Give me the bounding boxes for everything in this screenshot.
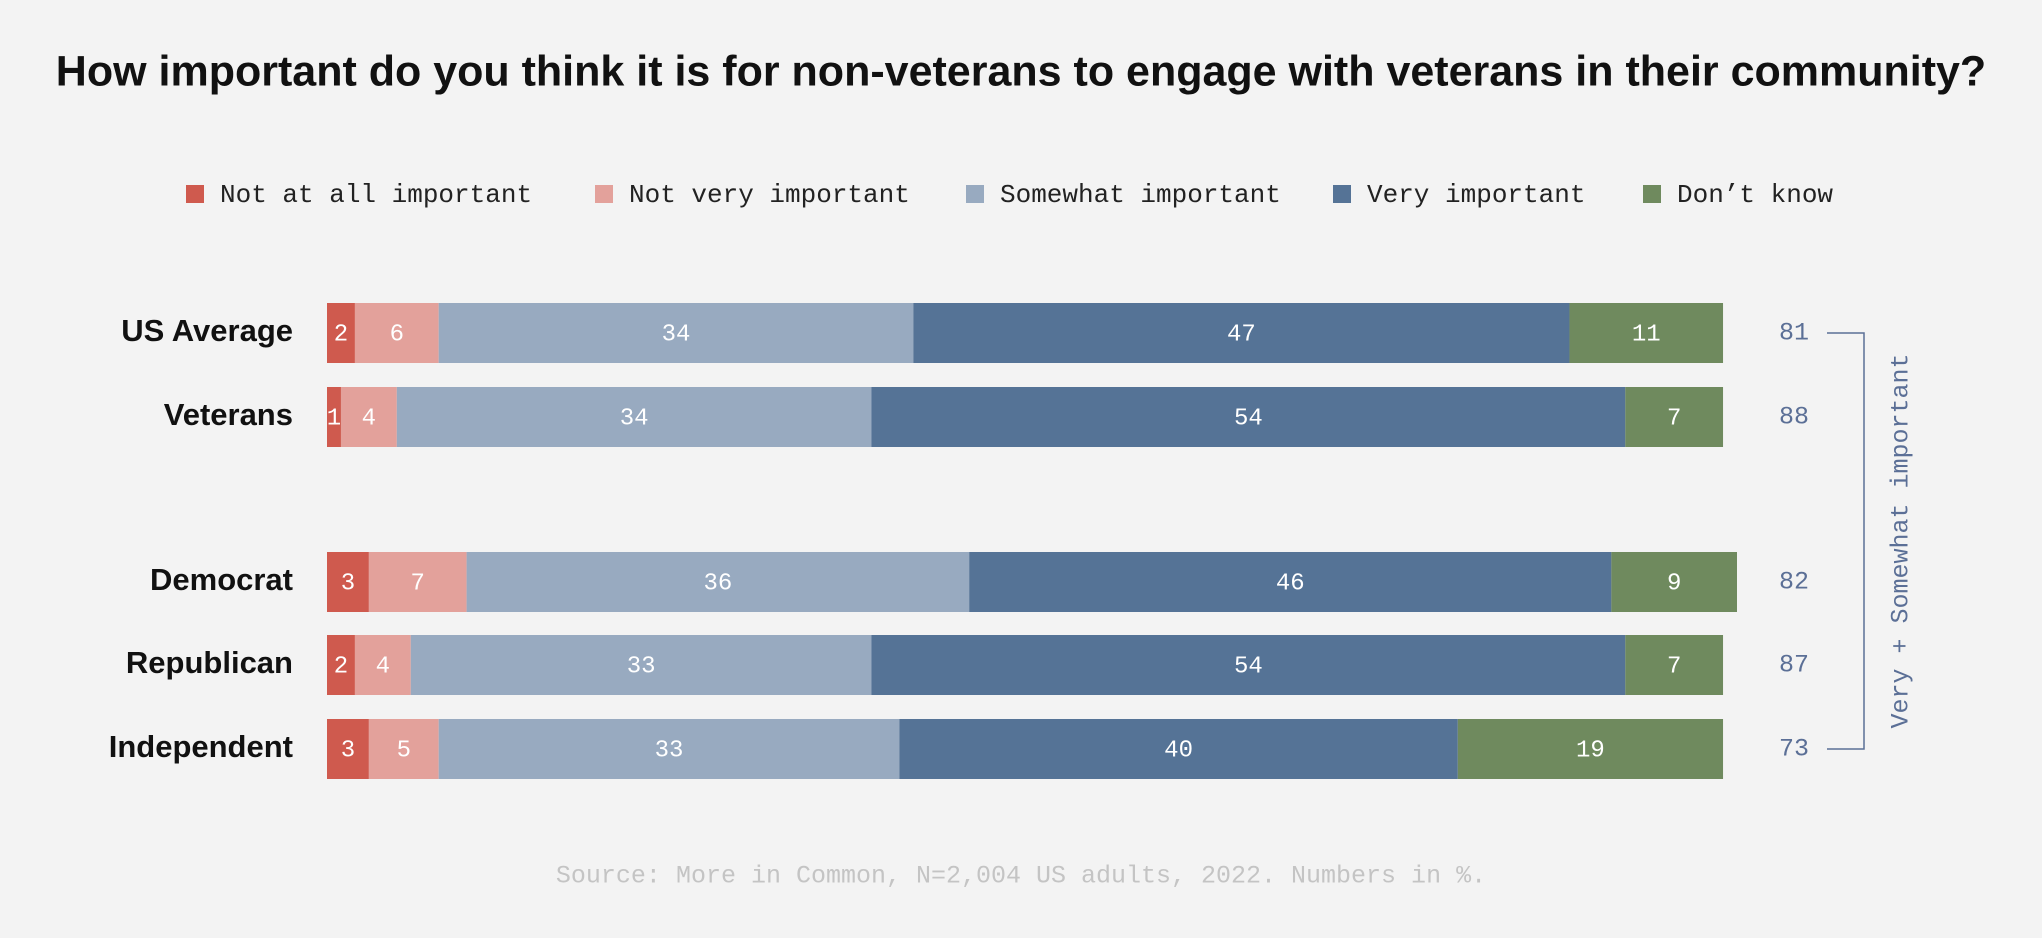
value-label: 1 <box>327 405 341 432</box>
legend-label: Somewhat important <box>1000 180 1281 210</box>
bar-segment <box>1457 719 1724 779</box>
value-label: 40 <box>1164 737 1193 764</box>
total-label: 82 <box>1779 568 1809 597</box>
chart-title: How important do you think it is for non… <box>56 47 1986 95</box>
value-label: 46 <box>1276 570 1305 597</box>
legend-swatch <box>186 185 204 203</box>
legend-label: Don’t know <box>1677 180 1833 210</box>
bar-segment <box>466 552 970 612</box>
bracket-label: Very + Somewhat important <box>1887 353 1916 728</box>
legend-label: Not very important <box>629 180 910 210</box>
bar-segment <box>1625 635 1724 695</box>
value-label: 7 <box>1667 405 1681 432</box>
bar-segment <box>396 387 872 447</box>
bar-segment <box>438 303 914 363</box>
legend-swatch <box>1643 185 1661 203</box>
value-label: 3 <box>341 737 355 764</box>
value-label: 3 <box>341 570 355 597</box>
bar-segment <box>340 387 397 447</box>
value-label: 7 <box>1667 653 1681 680</box>
value-label: 54 <box>1234 405 1263 432</box>
category-label: US Average <box>121 313 293 348</box>
value-label: 33 <box>655 737 684 764</box>
value-label: 47 <box>1227 321 1256 348</box>
value-label: 2 <box>334 321 348 348</box>
value-label: 19 <box>1576 737 1605 764</box>
value-label: 36 <box>703 570 732 597</box>
value-label: 5 <box>397 737 411 764</box>
bar-segment <box>1625 387 1724 447</box>
bar-segment <box>327 635 355 695</box>
value-label: 54 <box>1234 653 1263 680</box>
bar-segment <box>327 719 369 779</box>
bar-segment <box>368 719 439 779</box>
bar-segment <box>410 635 872 695</box>
bar-segment <box>913 303 1570 363</box>
total-label: 73 <box>1779 735 1809 764</box>
bracket <box>1827 332 1865 750</box>
bar-segment <box>354 635 411 695</box>
bar-segment <box>327 303 355 363</box>
bar-segment <box>327 552 369 612</box>
value-label: 11 <box>1632 321 1661 348</box>
total-label: 81 <box>1779 319 1809 348</box>
value-label: 4 <box>362 405 376 432</box>
value-label: 33 <box>627 653 656 680</box>
legend-label: Very important <box>1367 180 1585 210</box>
value-label: 7 <box>411 570 425 597</box>
value-label: 34 <box>620 405 649 432</box>
bar-segment <box>871 387 1626 447</box>
category-label: Veterans <box>164 397 293 432</box>
bar-segment <box>899 719 1458 779</box>
value-label: 4 <box>376 653 390 680</box>
legend-label: Not at all important <box>220 180 532 210</box>
category-label: Republican <box>126 645 293 680</box>
total-label: 88 <box>1779 403 1809 432</box>
source-note: Source: More in Common, N=2,004 US adult… <box>556 862 1486 891</box>
value-label: 9 <box>1667 570 1681 597</box>
bar-segment <box>368 552 467 612</box>
legend-swatch <box>966 185 984 203</box>
bar-segment <box>969 552 1612 612</box>
bar-segment <box>1569 303 1724 363</box>
bar-segment <box>438 719 900 779</box>
legend-swatch <box>595 185 613 203</box>
bar-segment <box>1611 552 1737 612</box>
bar-segment <box>327 387 341 447</box>
bar-segment <box>354 303 439 363</box>
legend-swatch <box>1333 185 1351 203</box>
total-label: 87 <box>1779 651 1809 680</box>
value-label: 34 <box>662 321 691 348</box>
category-label: Independent <box>109 729 293 764</box>
value-label: 2 <box>334 653 348 680</box>
bar-segment <box>871 635 1626 695</box>
category-label: Democrat <box>150 562 293 597</box>
value-label: 6 <box>390 321 404 348</box>
